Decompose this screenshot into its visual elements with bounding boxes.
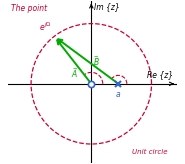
Text: a: a — [116, 90, 121, 99]
Text: Re {z}: Re {z} — [147, 71, 173, 80]
Text: $\vec{A}$: $\vec{A}$ — [71, 66, 78, 80]
Text: Unit circle: Unit circle — [132, 149, 168, 155]
Text: Im {z}: Im {z} — [94, 2, 120, 11]
Text: $\vec{B}$: $\vec{B}$ — [93, 54, 100, 68]
Text: The point: The point — [11, 4, 47, 13]
Text: $e^{j\Omega}$: $e^{j\Omega}$ — [39, 20, 51, 33]
